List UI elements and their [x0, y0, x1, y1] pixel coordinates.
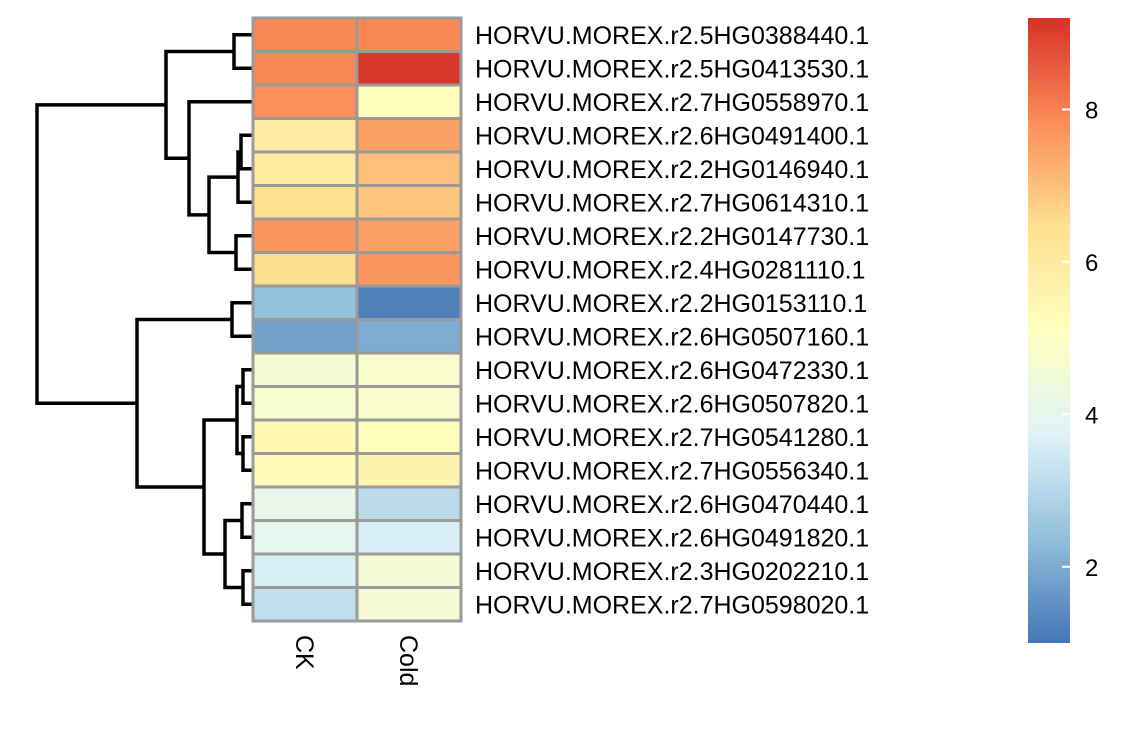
heatmap-cell [355, 284, 463, 321]
row-label: HORVU.MOREX.r2.6HG0491400.1 [475, 122, 869, 150]
row-label: HORVU.MOREX.r2.4HG0281110.1 [475, 256, 865, 284]
row-label: HORVU.MOREX.r2.2HG0153110.1 [475, 290, 867, 318]
heatmap-cell [251, 485, 359, 522]
row-label: HORVU.MOREX.r2.7HG0541280.1 [475, 424, 869, 452]
row-label: HORVU.MOREX.r2.5HG0413530.1 [475, 55, 869, 83]
dendrogram-branch [240, 502, 253, 539]
dendrogram-branch [234, 234, 253, 271]
heatmap-cell [355, 50, 463, 87]
heatmap-cell [355, 217, 463, 254]
heatmap-cell [355, 251, 463, 288]
heatmap-cell [355, 184, 463, 221]
row-label: HORVU.MOREX.r2.6HG0472330.1 [475, 357, 869, 385]
heatmap-cell [355, 586, 463, 623]
row-dendrogram [35, 33, 253, 606]
heatmap-cell [251, 418, 359, 455]
row-labels: HORVU.MOREX.r2.5HG0388440.1 HORVU.MOREX.r… [475, 22, 869, 620]
row-label: HORVU.MOREX.r2.6HG0507160.1 [475, 323, 869, 351]
heatmap-cell [355, 83, 463, 120]
color-scale-legend: 2 4 6 8 [1028, 18, 1098, 643]
row-label: HORVU.MOREX.r2.7HG0556340.1 [475, 457, 869, 485]
heatmap-cell [251, 251, 359, 288]
heatmap-cell [355, 418, 463, 455]
heatmap-cell [251, 16, 359, 53]
row-label: HORVU.MOREX.r2.2HG0146940.1 [475, 156, 869, 184]
heatmap-cell [251, 217, 359, 254]
dendrogram-branch [230, 301, 253, 338]
heatmap-cell [251, 83, 359, 120]
row-label: HORVU.MOREX.r2.6HG0491820.1 [475, 524, 869, 552]
column-label: Cold [394, 635, 422, 686]
row-label: HORVU.MOREX.r2.3HG0202210.1 [475, 558, 869, 586]
color-scale-tick-label: 6 [1085, 250, 1098, 277]
heatmap-cell [355, 150, 463, 187]
heatmap-cell [355, 16, 463, 53]
dendrogram-branch [164, 49, 234, 161]
heatmap-cell [251, 385, 359, 422]
heatmap-cell [355, 318, 463, 355]
heatmap-cell [251, 452, 359, 489]
heatmap-cell [251, 117, 359, 154]
color-scale-bar [1028, 18, 1070, 643]
dendrogram-branch [187, 100, 253, 217]
heatmap-cell [355, 452, 463, 489]
heatmap-cell [251, 586, 359, 623]
row-label: HORVU.MOREX.r2.7HG0598020.1 [475, 591, 869, 619]
heatmap-cell [355, 552, 463, 589]
heatmap-cell [251, 318, 359, 355]
heatmap-cell [251, 552, 359, 589]
dendrogram-branch [239, 133, 253, 171]
heatmap-cell [251, 519, 359, 556]
column-labels: CK Cold [290, 635, 422, 686]
heatmap-cell [251, 50, 359, 87]
row-label: HORVU.MOREX.r2.2HG0147730.1 [475, 223, 869, 251]
heatmap-cell [355, 117, 463, 154]
heatmap-cells [251, 16, 463, 623]
heatmap-cell [251, 150, 359, 187]
dendrogram-branch [232, 33, 253, 70]
row-label: HORVU.MOREX.r2.5HG0388440.1 [475, 22, 869, 50]
row-label: HORVU.MOREX.r2.7HG0614310.1 [475, 189, 869, 217]
heatmap-cell [355, 485, 463, 522]
color-scale-tick-label: 2 [1085, 555, 1098, 582]
dendrogram-branch [202, 418, 237, 556]
dendrogram-branch [135, 317, 232, 489]
heatmap-cell [355, 385, 463, 422]
heatmap-cell [251, 351, 359, 388]
heatmap-cell [251, 184, 359, 221]
heatmap-cell [355, 519, 463, 556]
row-label: HORVU.MOREX.r2.6HG0470440.1 [475, 491, 869, 519]
dendrogram-branch [207, 175, 238, 255]
color-scale-tick-label: 8 [1085, 97, 1098, 124]
row-label: HORVU.MOREX.r2.6HG0507820.1 [475, 390, 869, 418]
heatmap-cell [355, 351, 463, 388]
heatmap-cell [251, 284, 359, 321]
row-label: HORVU.MOREX.r2.7HG0558970.1 [475, 89, 869, 117]
column-label: CK [290, 635, 318, 670]
color-scale-tick-label: 4 [1085, 402, 1098, 429]
dendrogram-branch [35, 103, 166, 405]
